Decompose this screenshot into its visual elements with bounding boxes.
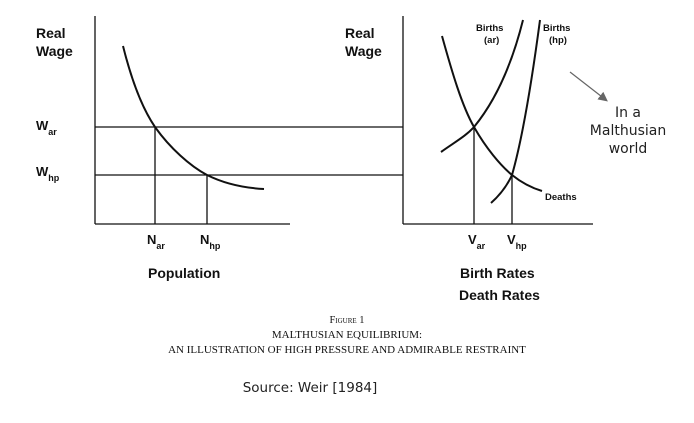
annotation-line1: In a: [615, 105, 641, 121]
births-ar-label-line2: (ar): [484, 35, 499, 46]
right-panel: Real Wage Births (ar) Births (hp) Deaths…: [345, 16, 593, 303]
population-axis-label: Population: [148, 265, 220, 281]
left-panel: Real Wage War Whp Nar Nhp Population: [36, 16, 403, 281]
wage-hp-label: Whp: [36, 164, 60, 183]
figure-number: Figure 1: [329, 315, 364, 326]
source-note: Source: Weir [1984]: [243, 380, 378, 396]
v-ar-label: Var: [468, 232, 486, 251]
left-y-label-line1: Real: [36, 25, 66, 41]
left-y-label-line2: Wage: [36, 43, 73, 59]
annotation-line3: world: [609, 141, 648, 157]
wage-population-curve: [122, 45, 265, 190]
births-hp-label-line1: Births: [543, 23, 570, 34]
births-hp-label-line2: (hp): [549, 35, 567, 46]
caption-subtitle: AN ILLUSTRATION OF HIGH PRESSURE AND ADM…: [168, 344, 526, 356]
figure-caption: Figure 1 MALTHUSIAN EQUILIBRIUM: AN ILLU…: [168, 315, 526, 356]
pop-hp-label: Nhp: [200, 232, 221, 251]
birth-rates-axis-label: Birth Rates: [460, 265, 535, 281]
right-y-label-line2: Wage: [345, 43, 382, 59]
deaths-curve: [441, 35, 543, 192]
births-hp-curve: [490, 19, 541, 204]
pop-ar-label: Nar: [147, 232, 165, 251]
caption-title: MALTHUSIAN EQUILIBRIUM:: [272, 329, 422, 341]
deaths-label: Deaths: [545, 192, 577, 203]
annotation-line2: Malthusian: [590, 123, 666, 139]
births-ar-curve: [440, 19, 524, 153]
malthusian-world-annotation: In a Malthusian world: [569, 71, 666, 157]
births-ar-label-line1: Births: [476, 23, 503, 34]
right-y-label-line1: Real: [345, 25, 375, 41]
wage-ar-label: War: [36, 118, 57, 137]
annotation-arrow-icon: [569, 71, 608, 102]
v-hp-label: Vhp: [507, 232, 527, 251]
death-rates-axis-label: Death Rates: [459, 287, 540, 303]
